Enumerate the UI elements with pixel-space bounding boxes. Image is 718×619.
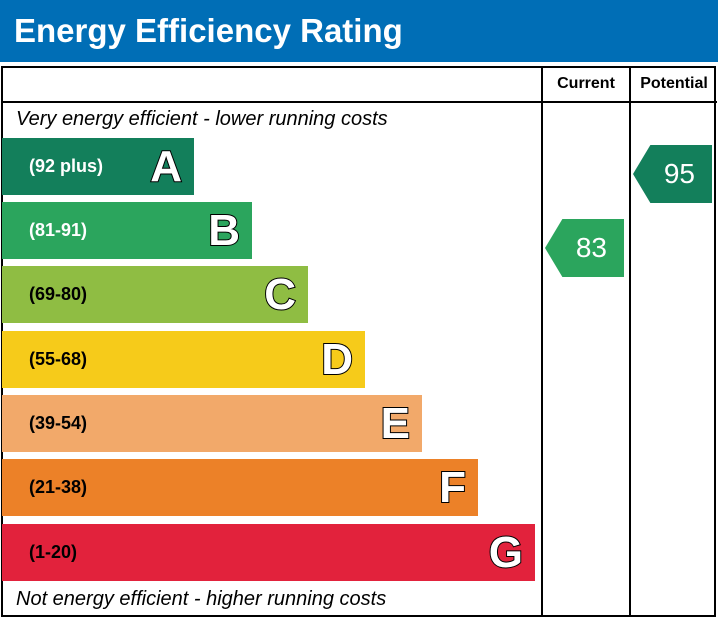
- band-range: (1-20): [29, 542, 78, 562]
- band-letter: C: [263, 269, 297, 320]
- band-range: (39-54): [29, 413, 88, 433]
- band-letter: B: [207, 205, 241, 256]
- band-bar-f: (21-38) F: [2, 459, 478, 516]
- column-divider: [629, 66, 631, 617]
- band-letter: G: [488, 527, 524, 578]
- header-divider: [1, 101, 717, 103]
- band-range: (55-68): [29, 349, 88, 369]
- band-bar-e: (39-54) E: [2, 395, 422, 452]
- band-letter: D: [320, 334, 354, 385]
- band-range: (21-38): [29, 477, 88, 497]
- potential-header: Potential: [640, 75, 708, 92]
- potential-rating-arrow: 95: [633, 145, 712, 203]
- band-range: (69-80): [29, 284, 88, 304]
- band-letter: F: [438, 462, 467, 513]
- band-bar-b: (81-91) B: [2, 202, 252, 259]
- current-header: Current: [557, 75, 615, 92]
- band-bar-c: (69-80) C: [2, 266, 308, 323]
- band-bar-d: (55-68) D: [2, 331, 365, 388]
- band-range: (81-91): [29, 220, 88, 240]
- top-note: Very energy efficient - lower running co…: [16, 108, 388, 130]
- bottom-note: Not energy efficient - higher running co…: [16, 588, 387, 610]
- band-letter: E: [380, 398, 411, 449]
- band-range: (92 plus): [29, 156, 104, 176]
- band-letter: A: [149, 141, 183, 192]
- column-divider: [541, 66, 543, 617]
- band-bar-g: (1-20) G: [2, 524, 535, 581]
- chart-title: Energy Efficiency Rating: [0, 0, 718, 62]
- band-bar-a: (92 plus) A: [2, 138, 194, 195]
- current-rating-arrow: 83: [545, 219, 624, 277]
